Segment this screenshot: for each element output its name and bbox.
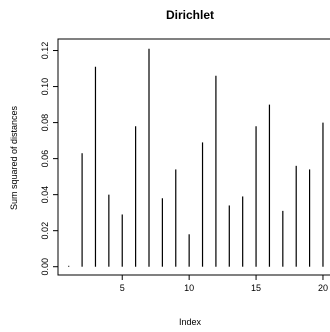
y-tick-label-0: 0.00 — [40, 258, 50, 276]
data-spikes — [68, 48, 324, 267]
x-tick-label-10: 10 — [184, 283, 194, 293]
x-axis-label: Index — [179, 317, 202, 327]
y-tick-label-5: 0.10 — [40, 78, 50, 96]
y-tick-label-4: 0.08 — [40, 114, 50, 132]
y-tick-label-2: 0.04 — [40, 186, 50, 204]
y-tick-label-6: 0.12 — [40, 42, 50, 60]
x-tick-label-20: 20 — [318, 283, 328, 293]
x-tick-label-5: 5 — [120, 283, 125, 293]
y-tick-label-1: 0.02 — [40, 222, 50, 240]
chart-title: Dirichlet — [166, 8, 214, 22]
x-tick-label-15: 15 — [251, 283, 261, 293]
plot-frame — [57, 38, 330, 276]
y-axis-label: Sum squared of distances — [9, 105, 19, 210]
x-axis: 5 10 15 20 — [120, 275, 328, 293]
y-axis: 0.00 0.02 0.04 0.06 0.08 0.10 0.12 — [40, 42, 58, 276]
y-tick-label-3: 0.06 — [40, 150, 50, 168]
